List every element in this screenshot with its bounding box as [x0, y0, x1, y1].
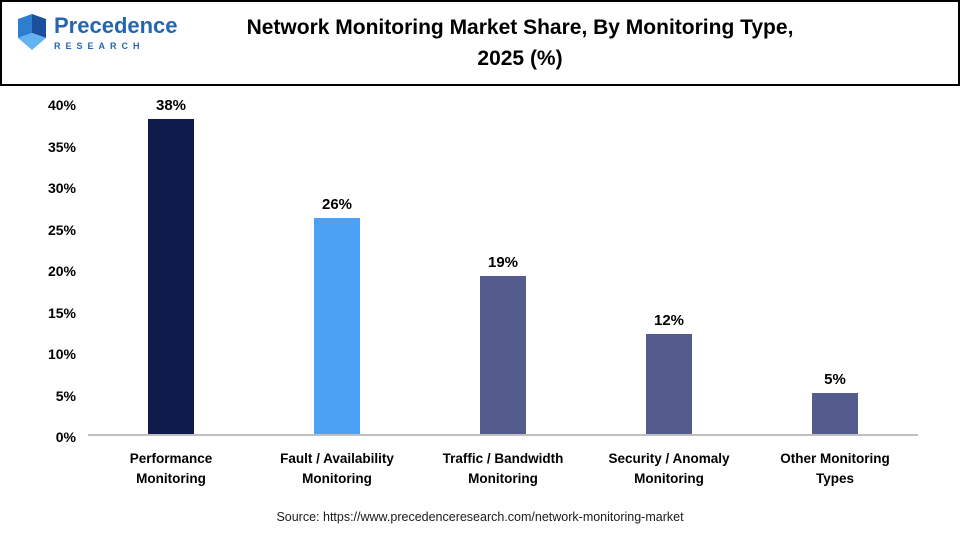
y-axis-tick-label: 35% [47, 138, 76, 155]
x-axis-category-label: Other Monitoring Types [780, 451, 890, 487]
x-axis-category-label: Traffic / Bandwidth Monitoring [442, 451, 564, 487]
bar-column: 12% [586, 312, 752, 434]
bar-column: 19% [420, 254, 586, 434]
x-axis-category-label: Security / Anomaly Monitoring [608, 451, 730, 487]
y-axis-tick-label: 20% [47, 263, 76, 279]
bar [480, 276, 526, 434]
bar-column: 5% [752, 370, 918, 434]
x-axis-labels: Performance Monitoring Fault / Availabilit… [88, 436, 918, 490]
y-axis-tick-label: 40% [47, 97, 76, 113]
bar [646, 334, 692, 434]
bar-value-label: 5% [824, 370, 846, 388]
bars-container: 38% 26% 19% 12% 5% [88, 97, 918, 436]
precedence-logo-icon [16, 14, 48, 57]
chart-title-line-2: 2025 (%) [477, 47, 563, 70]
chart-title: Network Monitoring Market Share, By Moni… [2, 12, 958, 75]
bar-value-label: 19% [487, 254, 519, 272]
bar-column: 38% [88, 97, 254, 434]
bar-value-label: 12% [653, 312, 685, 330]
bar-chart: 0% 5% 10% 15% 20% 25% 30% 35% 40% 38% 26% 19% 12% 5%… [0, 86, 960, 490]
chart-title-line-1: Network Monitoring Market Share, By Moni… [246, 15, 794, 39]
y-axis-tick-label: 0% [55, 429, 76, 445]
y-axis: 0% 5% 10% 15% 20% 25% 30% 35% 40% [26, 97, 88, 445]
y-axis-tick-label: 5% [55, 387, 76, 404]
bar [314, 218, 360, 434]
logo-text: Precedence RESEARCH [54, 13, 178, 52]
y-axis-tick-label: 30% [47, 180, 76, 196]
y-axis-tick-label: 10% [47, 346, 76, 362]
y-axis-tick-label: 15% [47, 304, 76, 321]
header: Precedence RESEARCH Network Monitoring M… [0, 0, 960, 86]
x-axis-category-label: Performance Monitoring [129, 451, 213, 487]
bar [812, 392, 858, 434]
plot-area: 38% 26% 19% 12% 5% Performance Monitoring Faul… [88, 97, 918, 490]
bar-value-label: 38% [155, 96, 187, 114]
bar-value-label: 26% [321, 196, 353, 214]
bar [148, 118, 194, 434]
precedence-research-logo: Precedence RESEARCH [16, 13, 178, 57]
source-note: Source: https://www.precedenceresearch.c… [276, 509, 684, 524]
y-axis-tick-label: 25% [47, 221, 76, 238]
logo-name: Precedence [54, 13, 178, 38]
bar-column: 26% [254, 196, 420, 434]
x-axis-category-label: Fault / Availability Monitoring [280, 451, 394, 487]
logo-subtitle: RESEARCH [54, 41, 145, 52]
